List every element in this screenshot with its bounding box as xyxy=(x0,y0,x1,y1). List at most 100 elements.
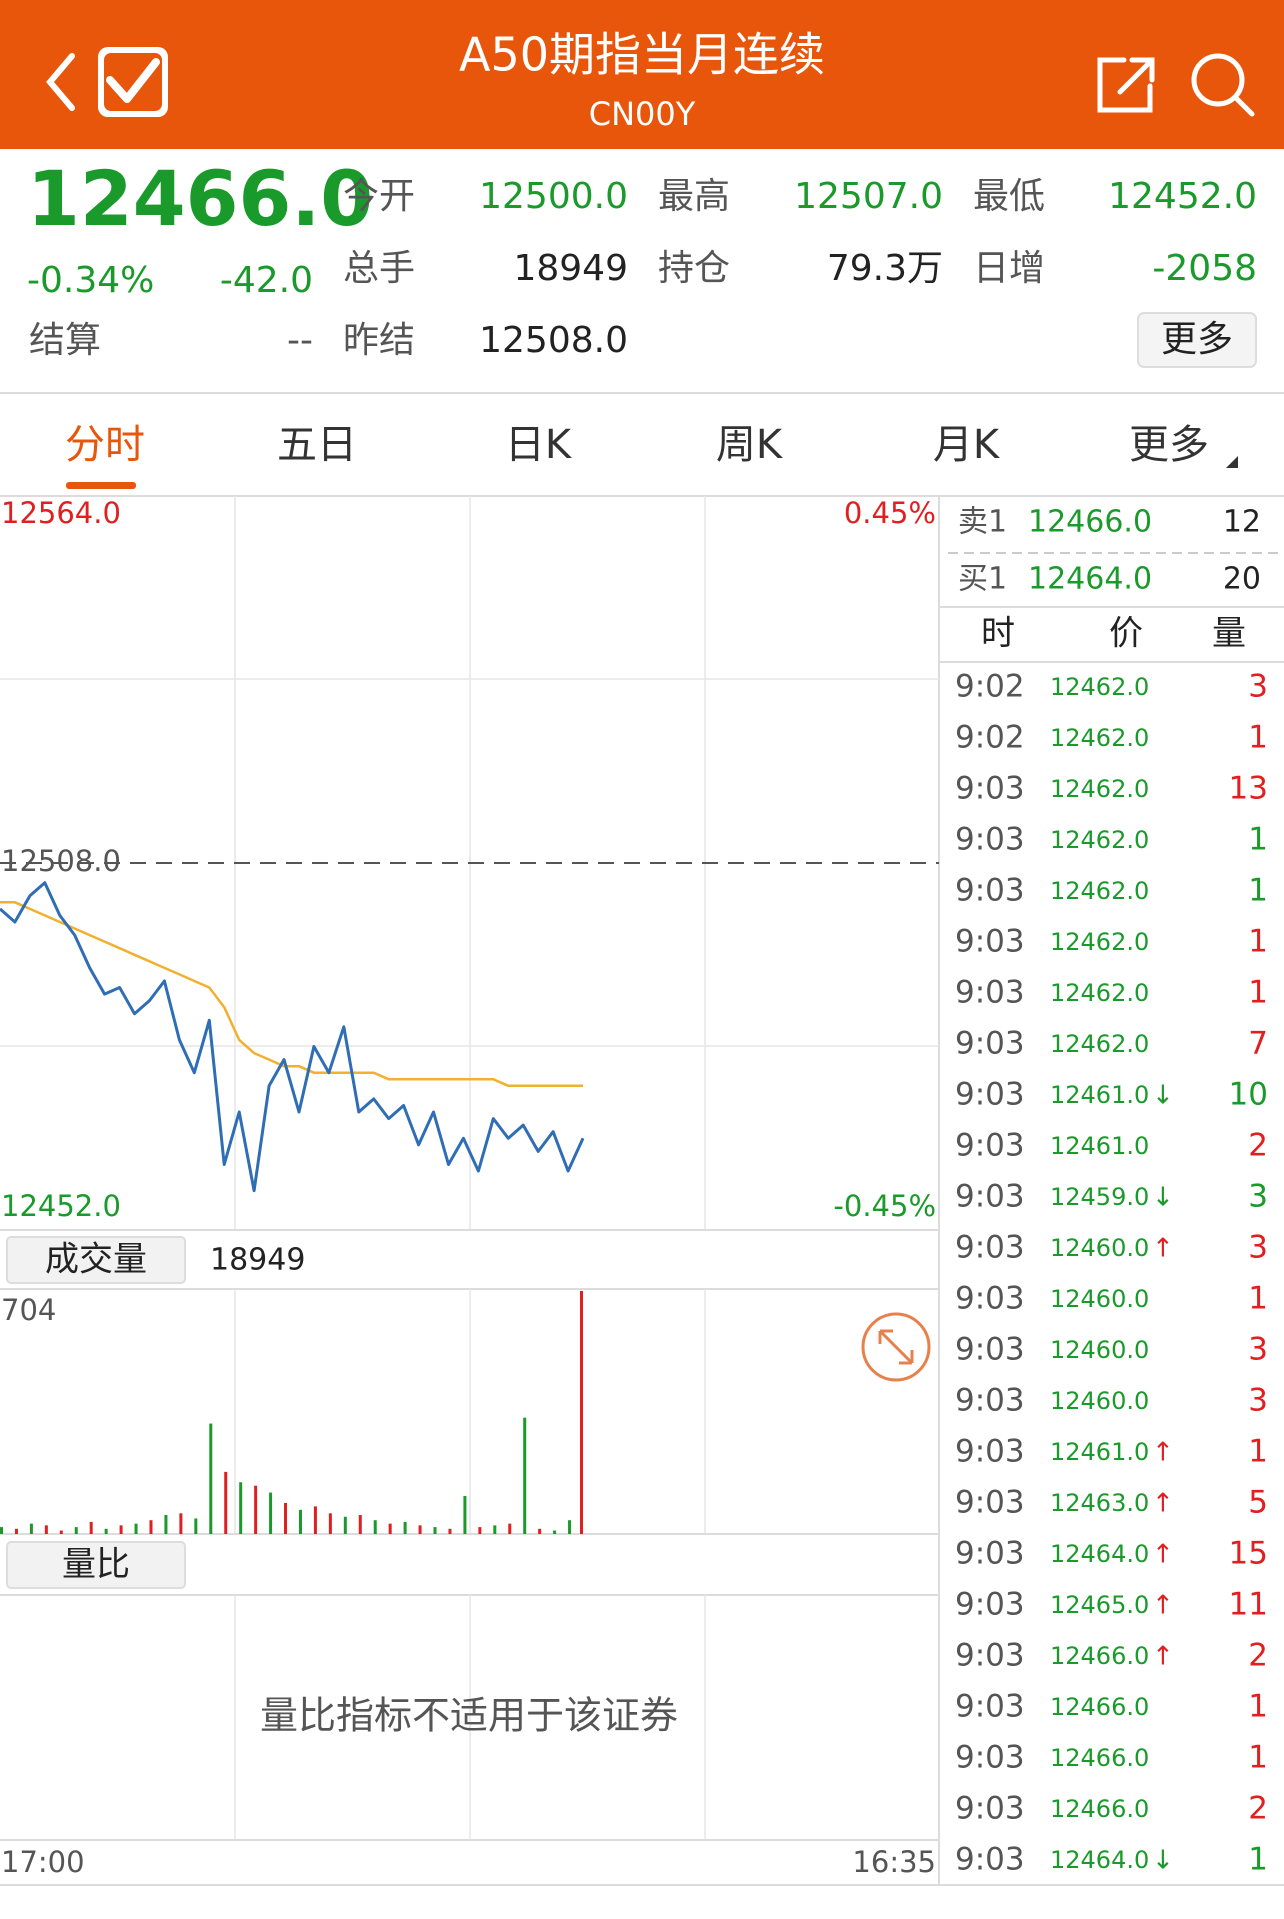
trades-header: 价 xyxy=(1109,614,1143,654)
trade-price: 12460.0 xyxy=(1050,1285,1149,1313)
y-tick-label: 704 xyxy=(1,1293,56,1327)
y-tick-label: 12452.0 xyxy=(1,1189,121,1223)
trade-time: 9:03 xyxy=(955,1689,1025,1725)
trade-price: 12466.0 xyxy=(1050,1744,1149,1772)
trade-price: 12460.0 xyxy=(1050,1336,1149,1364)
volume-bar xyxy=(328,1513,332,1534)
quote-value: 12500.0 xyxy=(479,176,628,217)
trade-price: 12464.0 xyxy=(1050,1846,1149,1874)
trade-qty: 1 xyxy=(1248,1281,1268,1317)
trade-time: 9:03 xyxy=(955,975,1025,1011)
quote-label: 日增 xyxy=(973,248,1045,289)
trade-arrow: ↓ xyxy=(1152,1846,1174,1876)
x-tick-label: 17:00 xyxy=(1,1845,85,1879)
back-button[interactable] xyxy=(46,53,75,111)
volume-bar xyxy=(179,1513,183,1534)
tab[interactable]: 月K xyxy=(933,422,1001,468)
trade-qty: 5 xyxy=(1248,1485,1268,1521)
trade-arrow: ↑ xyxy=(1152,1234,1174,1264)
trade-arrow: ↓ xyxy=(1152,1183,1174,1213)
quote-label: 总手 xyxy=(343,248,415,289)
trade-qty: 1 xyxy=(1248,822,1268,858)
volume-bar xyxy=(134,1523,138,1534)
tab[interactable]: 日K xyxy=(505,422,573,468)
last-price: 12466.0 xyxy=(27,154,373,243)
book-price: 12466.0 xyxy=(1028,505,1152,540)
volume-bar xyxy=(254,1485,258,1534)
tab-indicator xyxy=(66,482,136,489)
quote-label: 持仓 xyxy=(658,248,730,289)
trades-header: 量 xyxy=(1212,614,1246,654)
trade-price: 12465.0 xyxy=(1050,1591,1149,1619)
trade-time: 9:03 xyxy=(955,1179,1025,1215)
trade-qty: 3 xyxy=(1248,669,1268,705)
book-label: 买1 xyxy=(958,562,1007,597)
volume-bar xyxy=(313,1506,317,1534)
volume-bar xyxy=(149,1520,153,1534)
tab[interactable]: 周K xyxy=(716,422,784,468)
trade-time: 9:03 xyxy=(955,924,1025,960)
volume-bar xyxy=(388,1523,392,1534)
change-percent: -0.34% xyxy=(27,260,154,301)
trade-price: 12463.0 xyxy=(1050,1489,1149,1517)
volume-bar xyxy=(433,1527,437,1534)
ratio-message: 量比指标不适用于该证券 xyxy=(260,1694,678,1738)
volume-title: 成交量 xyxy=(45,1240,147,1280)
volume-bar xyxy=(568,1520,572,1534)
trade-time: 9:03 xyxy=(955,873,1025,909)
trade-qty: 1 xyxy=(1248,1740,1268,1776)
volume-bar xyxy=(343,1516,347,1534)
trade-time: 9:03 xyxy=(955,1230,1025,1266)
trade-qty: 2 xyxy=(1248,1638,1268,1674)
quote-label: 昨结 xyxy=(343,320,415,361)
trade-qty: 3 xyxy=(1248,1332,1268,1368)
volume-bar xyxy=(553,1530,557,1534)
trade-qty: 1 xyxy=(1248,720,1268,756)
trade-price: 12460.0 xyxy=(1050,1387,1149,1415)
search-button[interactable] xyxy=(1191,53,1255,117)
y-tick-label: 12508.0 xyxy=(1,844,121,878)
price-line xyxy=(0,881,585,1193)
trade-time: 9:03 xyxy=(955,1332,1025,1368)
trade-time: 9:03 xyxy=(955,1791,1025,1827)
book-qty: 20 xyxy=(1223,562,1261,597)
tab-dropdown-icon xyxy=(1226,456,1238,468)
quote-value: 18949 xyxy=(513,248,628,289)
volume-bar xyxy=(493,1525,497,1534)
y2-tick-label: -0.45% xyxy=(833,1189,936,1223)
trades-header: 时 xyxy=(981,614,1015,654)
expand-button[interactable] xyxy=(861,1312,931,1382)
more-button[interactable]: 更多 xyxy=(1137,312,1257,368)
volume-total: 18949 xyxy=(210,1243,305,1278)
share-button[interactable] xyxy=(1097,57,1155,113)
tab[interactable]: 五日 xyxy=(277,422,357,468)
average-line xyxy=(0,901,583,1088)
watch-checkbox[interactable] xyxy=(98,47,168,117)
trade-arrow: ↑ xyxy=(1152,1591,1174,1621)
quote-value: -2058 xyxy=(1152,248,1257,289)
x-tick-label: 16:35 xyxy=(852,1845,936,1879)
trade-qty: 1 xyxy=(1248,873,1268,909)
trade-price: 12461.0 xyxy=(1050,1081,1149,1109)
trade-price: 12462.0 xyxy=(1050,826,1149,854)
book-qty: 12 xyxy=(1223,505,1261,540)
trade-price: 12459.0 xyxy=(1050,1183,1149,1211)
trade-qty: 1 xyxy=(1248,1842,1268,1878)
trade-qty: 15 xyxy=(1229,1536,1268,1572)
trade-price: 12466.0 xyxy=(1050,1642,1149,1670)
trade-time: 9:03 xyxy=(955,1842,1025,1878)
tab[interactable]: 更多 xyxy=(1129,422,1209,468)
trade-qty: 3 xyxy=(1248,1179,1268,1215)
trade-qty: 1 xyxy=(1248,1689,1268,1725)
trade-price: 12466.0 xyxy=(1050,1693,1149,1721)
trade-price: 12462.0 xyxy=(1050,673,1149,701)
volume-bar xyxy=(523,1417,527,1534)
volume-bar xyxy=(580,1291,583,1534)
trade-qty: 10 xyxy=(1229,1077,1268,1113)
trade-time: 9:03 xyxy=(955,1638,1025,1674)
volume-bar xyxy=(538,1528,542,1534)
volume-button[interactable]: 成交量 xyxy=(6,1236,186,1284)
ratio-button[interactable]: 量比 xyxy=(6,1541,186,1589)
trade-qty: 3 xyxy=(1248,1230,1268,1266)
tab[interactable]: 分时 xyxy=(65,422,145,468)
